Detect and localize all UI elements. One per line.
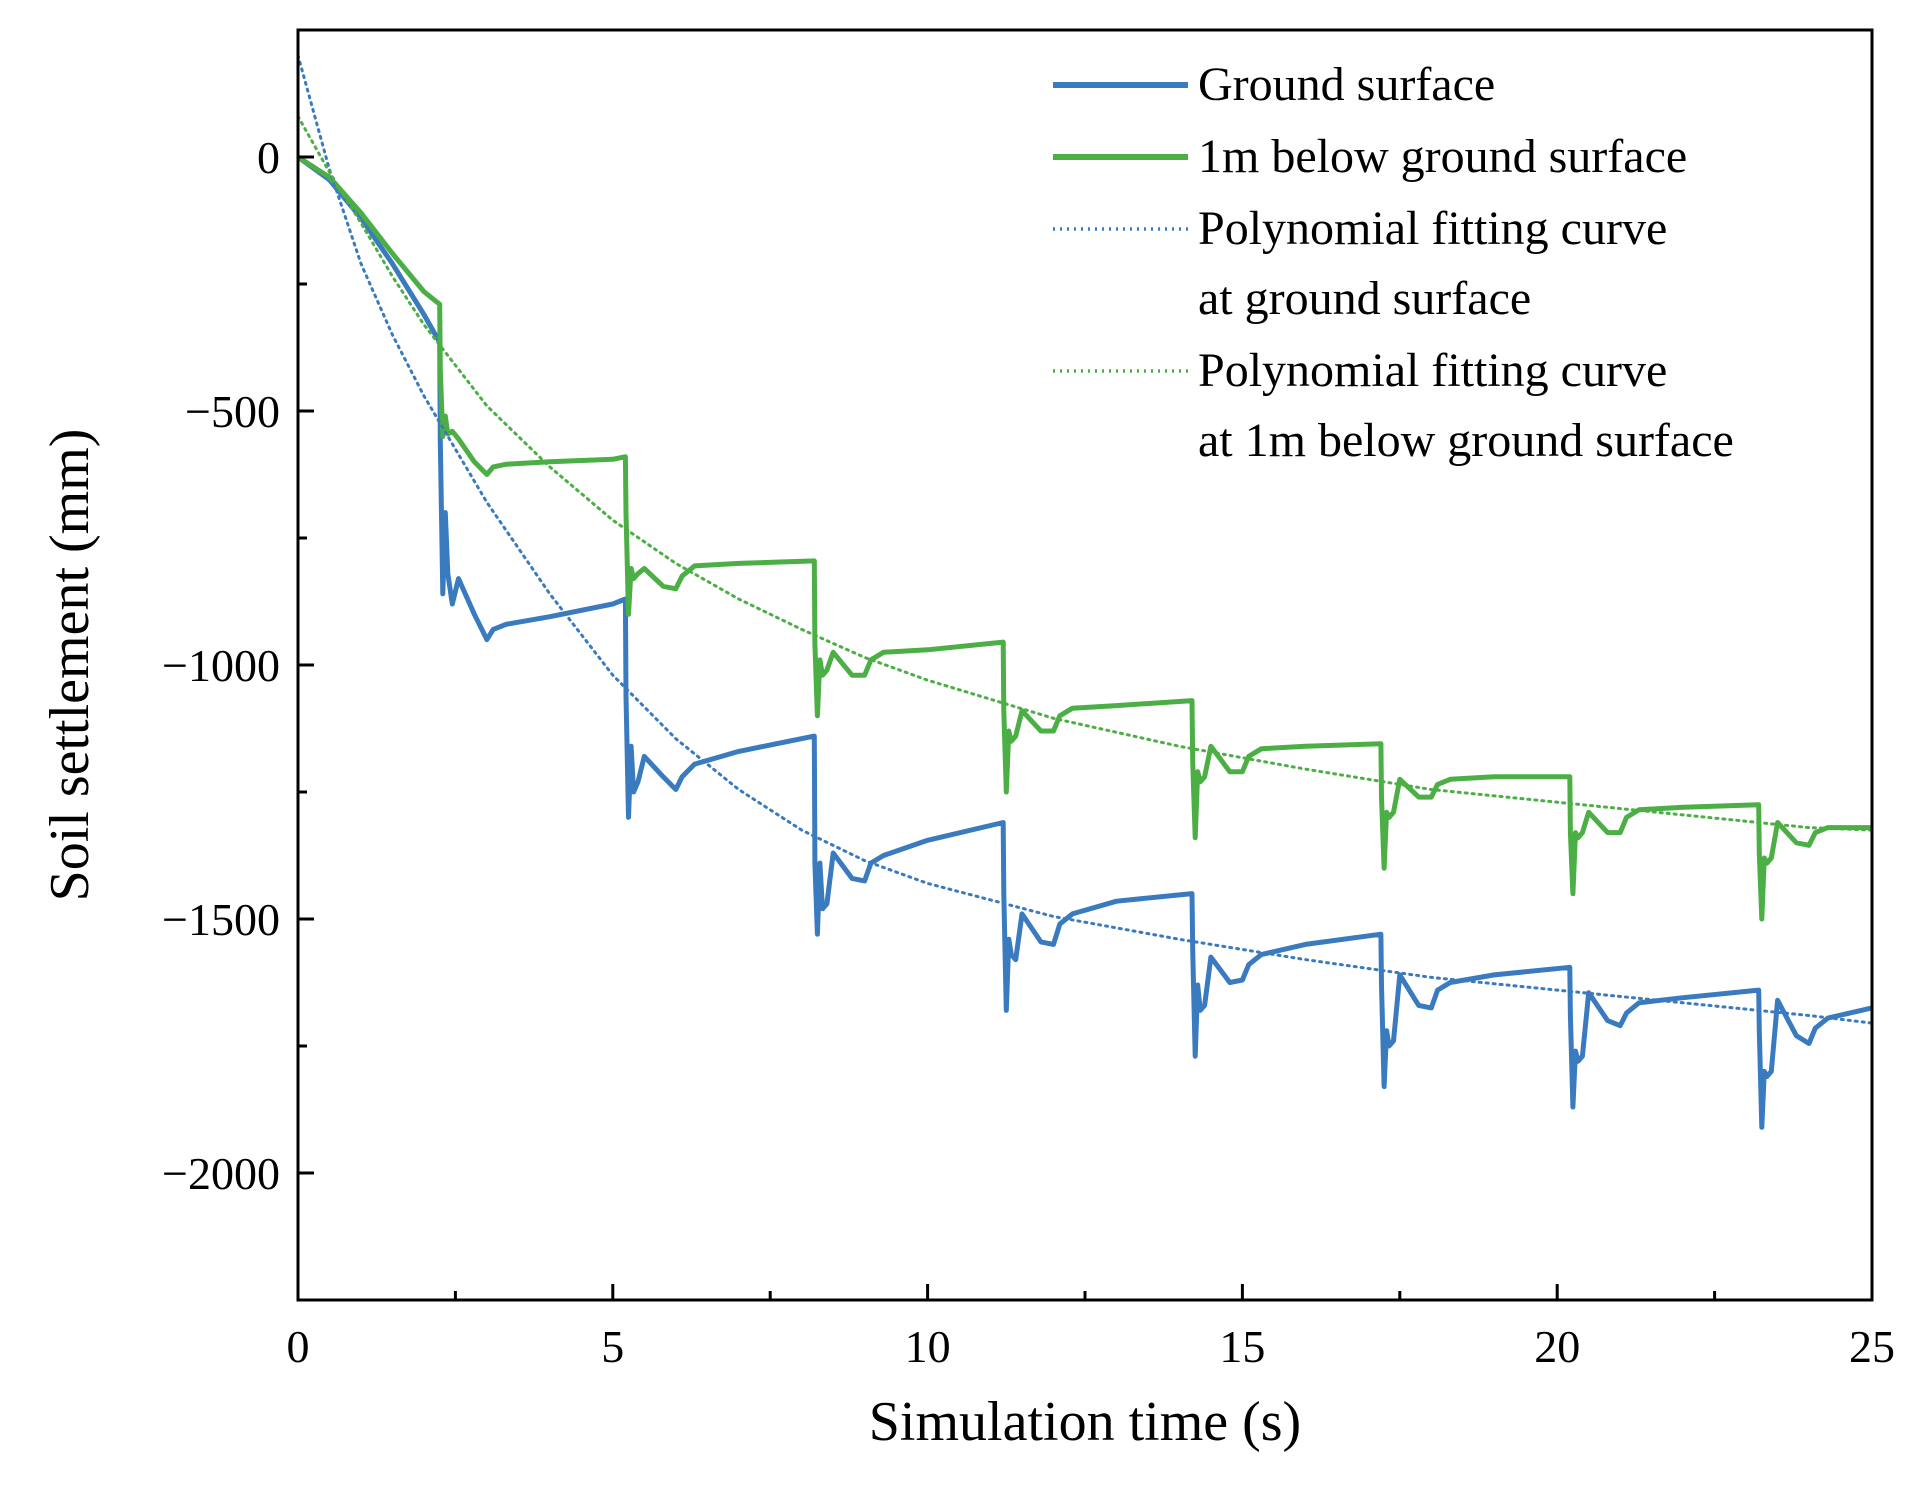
series-line-fit_below1m [298, 114, 1872, 832]
legend: Ground surface 1m below ground surface P… [1053, 58, 1734, 467]
series-line-fit_ground [298, 53, 1872, 1025]
x-tick-label-1: 5 [601, 1321, 624, 1372]
x-tick-label-5: 25 [1849, 1321, 1895, 1372]
legend-label-below1m: 1m below ground surface [1198, 130, 1687, 183]
axis-ticks [296, 155, 1874, 1302]
legend-label-fit-ground-2: at ground surface [1198, 272, 1531, 325]
x-axis-title: Simulation time (s) [869, 1391, 1301, 1453]
x-tick-label-2: 10 [905, 1321, 951, 1372]
x-tick-label-0: 0 [287, 1321, 310, 1372]
series-layer [298, 53, 1872, 1130]
y-tick-label-3: −1500 [162, 894, 280, 945]
axis-tick-labels: 0 5 10 15 20 25 0 −500 −1000 −1500 −2000 [162, 132, 1895, 1372]
x-tick-label-4: 20 [1534, 1321, 1580, 1372]
series-line-below1m [298, 154, 1872, 922]
series-line-ground [298, 154, 1872, 1130]
y-axis-title: Soil settlement (mm) [39, 429, 101, 902]
legend-label-fit-ground: Polynomial fitting curve [1198, 202, 1667, 255]
legend-label-fit-below1m: Polynomial fitting curve [1198, 344, 1667, 397]
legend-label-ground: Ground surface [1198, 58, 1495, 111]
legend-label-fit-below1m-2: at 1m below ground surface [1198, 414, 1734, 467]
y-tick-label-4: −2000 [162, 1148, 280, 1199]
y-tick-label-2: −1000 [162, 640, 280, 691]
y-tick-label-1: −500 [185, 386, 280, 437]
y-tick-label-0: 0 [257, 132, 280, 183]
x-tick-label-3: 15 [1219, 1321, 1265, 1372]
